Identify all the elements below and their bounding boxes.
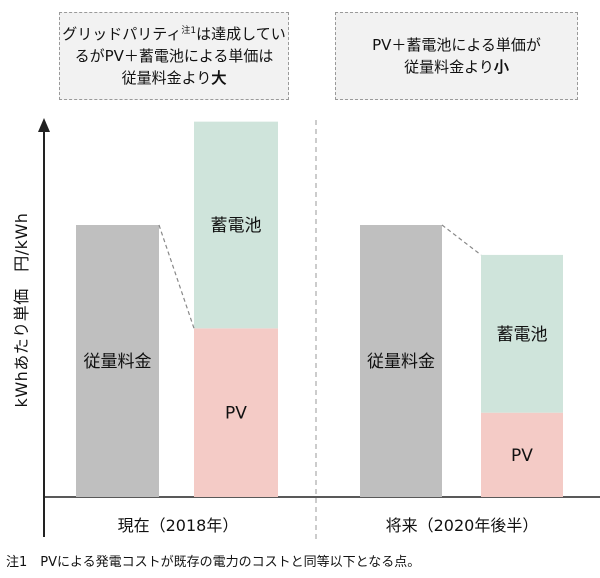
bar-label: 蓄電池 [211, 216, 262, 236]
callout-emphasis: 大 [211, 69, 227, 87]
bar-label: PV [225, 404, 247, 424]
bar-segment [194, 121, 278, 329]
callout-text: は達成してい [196, 25, 286, 43]
bar-segment [360, 225, 442, 497]
callout-text: るがPV＋蓄電池による単価は [74, 47, 274, 65]
bar-label: 蓄電池 [497, 325, 548, 345]
connector-line [441, 224, 482, 256]
bar-segment [481, 412, 563, 497]
x-tick-label: 現在（2018年） [117, 516, 239, 535]
callout-text: PV＋蓄電池による単価が [372, 36, 541, 54]
callout-left: グリッドパリティ注1は達成してい るがPV＋蓄電池による単価は 従量料金より大 [59, 12, 289, 100]
connector-line [158, 224, 195, 329]
bar-segment [194, 328, 278, 497]
bar-label: 従量料金 [367, 352, 435, 372]
callout-text: 従量料金より [404, 58, 494, 76]
callout-right: PV＋蓄電池による単価が 従量料金より小 [335, 12, 578, 100]
footnote: 注1 PVによる発電コストが既存の電力のコストと同等以下となる点。 [6, 555, 421, 570]
bar-segment [481, 254, 563, 413]
callout-text: 従量料金より [121, 69, 212, 87]
y-axis-arrow-icon [38, 118, 50, 132]
callout-text: グリッドパリティ [62, 25, 182, 43]
footnote-mark: 注1 [181, 26, 197, 36]
bar-segment [76, 225, 159, 497]
bar-label: 従量料金 [84, 352, 152, 372]
x-tick-label: 将来（2020年後半） [385, 516, 539, 535]
callout-emphasis: 小 [493, 58, 509, 76]
y-axis-label: kWhあたり単価 円/kWh [12, 212, 31, 408]
bar-label: PV [511, 446, 533, 466]
